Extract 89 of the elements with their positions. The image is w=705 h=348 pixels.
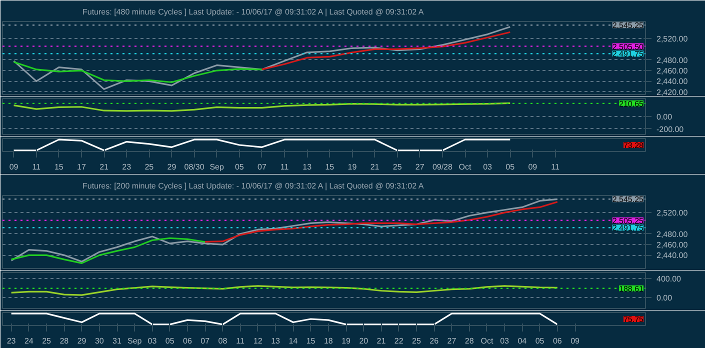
x-tick-label: 28 — [464, 336, 474, 346]
x-tick-label: 19 — [342, 336, 352, 346]
x-tick-label: 05 — [165, 336, 175, 346]
text: 75.75 — [623, 315, 644, 324]
y-tick-label: 2,440.00 — [656, 251, 688, 260]
line-series — [204, 201, 558, 243]
x-tick-label: Oct — [480, 336, 494, 346]
x-tick-label: 11 — [280, 162, 290, 172]
x-tick-label: 28 — [60, 336, 70, 346]
x-tick-label: 03 — [483, 162, 493, 172]
text: 73.28 — [623, 141, 644, 150]
x-tick-label: 07 — [200, 336, 210, 346]
x-tick-label: 21 — [370, 162, 380, 172]
x-tick-label: 13 — [302, 162, 312, 172]
y-tick-label: 2,460.00 — [656, 66, 688, 76]
x-tick-label: 25 — [42, 336, 52, 346]
line-series — [10, 237, 206, 264]
x-tick-label: 22 — [394, 336, 404, 346]
y-tick-label: 2,420.00 — [656, 88, 688, 97]
x-tick-label: 24 — [24, 336, 34, 346]
x-tick-label: 03 — [148, 336, 158, 346]
line-series — [10, 285, 558, 296]
x-tick-label: 08/30 — [184, 162, 205, 172]
x-tick-label: 20 — [359, 336, 369, 346]
x-tick-label: 12 — [253, 336, 263, 346]
y-tick-label: 2,480.00 — [656, 56, 688, 65]
x-tick-label: 05 — [234, 162, 244, 172]
x-tick-label: 09 — [570, 336, 580, 346]
ref-line-label: 210.65 — [619, 99, 644, 108]
y-tick-label: -200.00 — [656, 124, 684, 134]
ref-line-label: 2,491.75 — [612, 224, 644, 233]
chart-title: Futures: [480 minute Cycles ] Last Update: - 10/06/17 @ 09:31:02 A | Last Quoted @ 09:31:02 A — [82, 8, 424, 16]
x-tick-label: Oct — [458, 162, 472, 172]
x-tick-label: 23 — [122, 162, 132, 172]
x-tick-label: 09 — [9, 162, 19, 172]
x-tick-label: 11 — [236, 336, 246, 346]
y-tick-label: 2,480.00 — [656, 230, 688, 239]
x-tick-label: Sep — [128, 336, 142, 346]
x-tick-label: 26 — [430, 336, 440, 346]
x-tick-label: 30 — [94, 336, 104, 346]
x-tick-label: 25 — [412, 336, 422, 346]
x-tick-label: 19 — [348, 162, 358, 172]
x-tick-label: 07 — [258, 162, 267, 172]
line-series — [261, 31, 511, 70]
ref-line-label: 2,491.75 — [612, 50, 644, 59]
x-tick-label: 11 — [551, 162, 560, 172]
x-tick-label: 17 — [77, 162, 86, 172]
x-tick-label: 15 — [325, 162, 335, 172]
x-tick-label: 21 — [100, 162, 110, 172]
y-tick-label: 0.00 — [656, 293, 673, 302]
x-tick-label: 14 — [288, 336, 298, 346]
x-tick-label: 27 — [447, 336, 457, 346]
y-tick-label: 0.00 — [656, 112, 673, 122]
x-tick-label: 13 — [271, 336, 281, 346]
x-tick-label: 09 — [528, 162, 538, 172]
x-tick-label: 05 — [506, 162, 516, 172]
x-tick-label: 04 — [518, 336, 528, 346]
x-tick-label: 15 — [54, 162, 64, 172]
x-tick-label: 11 — [32, 162, 42, 172]
x-tick-label: 08 — [218, 336, 228, 346]
x-tick-label: 31 — [112, 336, 122, 346]
ref-line-label: 2,545.25 — [612, 21, 644, 30]
line-series — [12, 61, 263, 84]
x-tick-label: 05 — [535, 336, 545, 346]
x-tick-label: 06 — [552, 336, 562, 346]
y-tick-label: 2,520.00 — [656, 208, 688, 218]
ref-line-label: 2,505.50 — [612, 42, 644, 52]
x-tick-label: 27 — [415, 162, 425, 172]
x-tick-label: 06 — [183, 336, 192, 346]
x-tick-label: 18 — [324, 336, 334, 346]
ref-line-label: 188.61 — [619, 284, 644, 294]
x-tick-label: 23 — [6, 336, 16, 346]
x-tick-label: 25 — [144, 162, 154, 172]
ref-line-label: 2,505.25 — [612, 216, 644, 226]
line-series — [12, 102, 511, 112]
x-tick-label: 25 — [392, 162, 402, 172]
x-tick-label: 21 — [376, 336, 386, 346]
y-tick-label: 2,460.00 — [656, 240, 688, 250]
ref-line-label: 2,545.25 — [612, 195, 644, 204]
x-tick-label: 29 — [77, 336, 87, 346]
x-tick-label: 03 — [500, 336, 510, 346]
chart-title: Futures: [200 minute Cycles ] Last Update: - 10/06/17 @ 09:31:02 A | Last Quoted @ 09:31:02 A — [82, 182, 424, 190]
x-tick-label: 15 — [306, 336, 316, 346]
x-tick-label: 09/28 — [432, 162, 454, 172]
y-tick-label: 2,440.00 — [656, 77, 688, 86]
x-tick-label: Sep — [210, 162, 224, 172]
y-tick-label: 2,520.00 — [656, 34, 688, 44]
y-tick-label: 400.00 — [656, 274, 682, 284]
x-tick-label: 29 — [167, 162, 177, 172]
